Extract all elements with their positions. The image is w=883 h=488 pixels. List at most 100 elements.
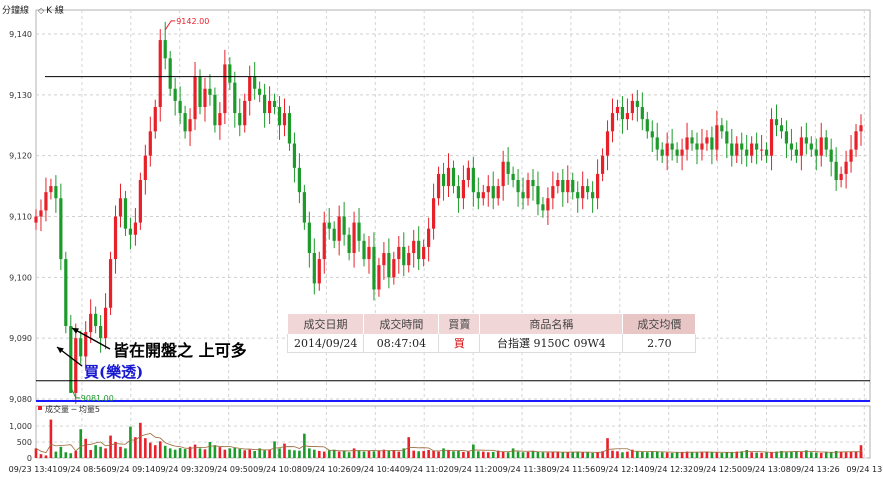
candle-body bbox=[496, 186, 500, 199]
candle-body bbox=[456, 186, 461, 199]
candle-body bbox=[322, 222, 326, 260]
candle-body bbox=[34, 216, 38, 223]
volume-bar bbox=[298, 450, 301, 458]
candle-body bbox=[760, 149, 764, 151]
candle-body bbox=[531, 180, 535, 187]
candle-body bbox=[700, 143, 704, 150]
volume-bar bbox=[183, 449, 187, 458]
candle-body bbox=[774, 119, 779, 126]
candle-body bbox=[551, 186, 555, 199]
high-label-leader bbox=[164, 20, 176, 31]
volume-bar bbox=[362, 451, 366, 458]
candle-body bbox=[720, 125, 724, 132]
volume-bar bbox=[685, 451, 689, 458]
volume-bar bbox=[173, 449, 177, 458]
candle-body bbox=[476, 192, 480, 199]
annotation-bullish-note: 皆在開盤之 上可多 bbox=[113, 341, 247, 360]
volume-bar bbox=[536, 451, 540, 458]
volume-ma-line bbox=[35, 433, 862, 454]
candle-body bbox=[103, 307, 108, 339]
volume-bar bbox=[278, 448, 281, 458]
candle-body bbox=[705, 137, 709, 144]
candle-body bbox=[769, 119, 774, 156]
candle-body bbox=[173, 88, 177, 101]
volume-bar bbox=[54, 451, 58, 458]
volume-bar bbox=[775, 451, 778, 458]
x-tick-label: 09/24 11:20 bbox=[449, 465, 498, 474]
candle-body bbox=[417, 240, 421, 260]
y-tick-label: 9,130 bbox=[9, 91, 32, 100]
volume-bar bbox=[814, 452, 818, 458]
candle-body bbox=[307, 222, 311, 253]
tab-minute-line[interactable]: 分鐘線 bbox=[2, 3, 29, 16]
volume-bar bbox=[501, 451, 505, 458]
col-avg-price: 成交均價 bbox=[622, 314, 697, 334]
volume-bar bbox=[496, 450, 500, 458]
volume-bar bbox=[551, 451, 555, 458]
volume-bar bbox=[596, 452, 599, 458]
candle-body bbox=[362, 240, 366, 260]
volume-bar bbox=[740, 451, 744, 458]
volume-bar bbox=[253, 450, 256, 458]
candle-body bbox=[610, 113, 615, 132]
candle-body bbox=[228, 64, 232, 83]
candle-body bbox=[99, 326, 103, 339]
candle-body bbox=[287, 113, 292, 144]
volume-bar bbox=[129, 426, 132, 458]
candle-body bbox=[680, 149, 684, 156]
volume-bar bbox=[94, 445, 97, 458]
arrow-icon-head bbox=[57, 347, 64, 354]
volume-bar bbox=[472, 444, 475, 458]
candle-body bbox=[715, 125, 719, 150]
volume-bar bbox=[149, 442, 152, 458]
volume-bar bbox=[248, 449, 252, 458]
tab-k-line[interactable]: ◇ K 線 bbox=[38, 3, 64, 16]
x-tick-label: 09/24 12:32 bbox=[644, 465, 693, 474]
volume-bar bbox=[616, 451, 619, 458]
volume-bar bbox=[730, 451, 734, 458]
col-trade-date: 成交日期 bbox=[287, 314, 365, 334]
candle-body bbox=[113, 216, 118, 260]
volume-bar bbox=[238, 449, 242, 458]
volume-bar bbox=[780, 450, 783, 458]
candle-body bbox=[581, 186, 585, 199]
candle-body bbox=[586, 186, 590, 193]
candle-body bbox=[615, 107, 620, 114]
candle-body bbox=[302, 192, 306, 223]
table-row[interactable]: 2014/09/24 08:47:04 買 台指選 9150C 09W4 2.7… bbox=[286, 334, 697, 353]
candle-body bbox=[138, 180, 142, 223]
candle-body bbox=[630, 100, 634, 114]
candle-body bbox=[824, 137, 828, 150]
volume-bar bbox=[64, 452, 68, 458]
candle-body bbox=[79, 338, 83, 357]
candle-body bbox=[695, 143, 699, 150]
candle-body bbox=[491, 186, 495, 199]
volume-bar bbox=[34, 448, 38, 458]
y-tick-label: 9,090 bbox=[9, 334, 32, 343]
candle-body bbox=[660, 149, 664, 156]
volume-bar bbox=[477, 451, 480, 458]
volume-bar bbox=[849, 451, 853, 458]
volume-bar bbox=[675, 452, 679, 458]
volume-bar bbox=[402, 448, 406, 458]
candle-body bbox=[49, 186, 53, 193]
candle-body bbox=[218, 113, 222, 126]
volume-bar bbox=[114, 442, 117, 458]
candle-body bbox=[446, 167, 451, 187]
candle-body bbox=[213, 94, 217, 126]
candle-body bbox=[422, 246, 426, 260]
candle-body bbox=[357, 222, 361, 241]
candle-body bbox=[755, 143, 759, 150]
volume-bar bbox=[705, 451, 709, 458]
candle-body bbox=[451, 167, 456, 187]
volume-bar bbox=[417, 451, 420, 458]
volume-bar bbox=[491, 451, 495, 458]
volume-bar bbox=[422, 450, 425, 458]
volume-bar bbox=[760, 452, 763, 458]
candle-body bbox=[620, 107, 625, 120]
volume-bar bbox=[750, 452, 753, 458]
cell-trade-time: 08:47:04 bbox=[363, 334, 440, 353]
trade-table: 成交日期 成交時間 買賣 商品名稱 成交均價 2014/09/24 08:47:… bbox=[286, 314, 697, 353]
minute-line-label: 分鐘線 bbox=[2, 6, 30, 16]
candle-body bbox=[814, 149, 818, 156]
